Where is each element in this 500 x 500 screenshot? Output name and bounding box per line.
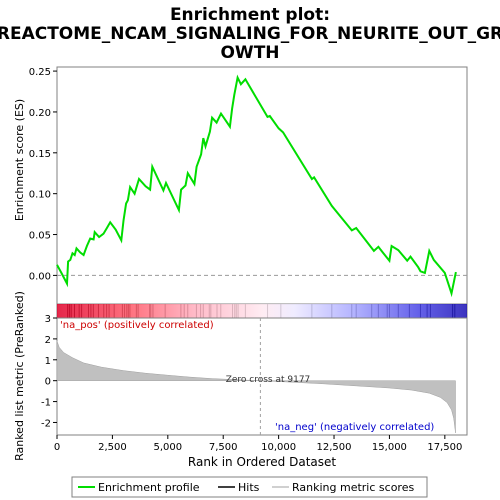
x-axis-label: Rank in Ordered Dataset [188,455,336,469]
metric-panel: -2 -1 0 1 2 3 Zero cross at 9177 'na_pos' (po… [13,291,468,461]
metric-y-axis: -2 -1 0 1 2 3 [41,314,57,429]
title-line-3: OWTH [220,43,279,63]
metric-y-tick-label: -1 [41,398,51,409]
x-tick-label: 5,000 [153,442,182,453]
x-tick-label: 12,500 [317,442,352,453]
x-tick-label: 0 [54,442,60,453]
zero-cross-label: Zero cross at 9177 [226,375,311,385]
metric-y-tick-label: -2 [41,418,51,429]
x-tick-label: 17,500 [427,442,462,453]
es-y-axis: 0.00 0.05 0.10 0.15 0.20 0.25 [29,67,57,282]
es-y-tick-label: 0.15 [29,149,51,160]
pos-correlated-label: 'na_pos' (positively correlated) [60,320,214,331]
x-tick-label: 7,500 [209,442,238,453]
es-y-axis-label: Enrichment score (ES) [13,99,26,221]
title-line-2: REACTOME_NCAM_SIGNALING_FOR_NEURITE_OUT_… [0,24,500,44]
chart-title: Enrichment plot: REACTOME_NCAM_SIGNALING… [0,5,500,63]
enrichment-profile-line [56,74,457,298]
es-y-tick-label: 0.25 [29,67,51,78]
x-tick-label: 15,000 [372,442,407,453]
legend: Enrichment profile Hits Ranking metric s… [71,476,428,498]
heat-strip [57,304,467,318]
legend-ranking-label: Ranking metric scores [292,481,414,494]
es-y-tick-label: 0.20 [29,108,51,119]
x-tick-label: 10,000 [261,442,296,453]
x-axis: 0 2,500 5,000 7,500 10,000 12,500 15,000 17,500 [54,435,462,453]
metric-y-tick-label: 3 [45,314,51,325]
es-panel-frame [56,66,468,305]
ranking-color-strip [57,304,467,318]
es-y-tick-label: 0.00 [29,271,51,282]
legend-enrichment-label: Enrichment profile [98,481,200,494]
metric-y-tick-label: 0 [45,377,51,388]
metric-y-axis-label: Ranked list metric (PreRanked) [13,291,26,461]
es-y-tick-label: 0.10 [29,190,51,201]
title-line-1: Enrichment plot: [170,5,330,25]
legend-hits-label: Hits [238,481,260,494]
metric-y-tick-label: 2 [45,335,51,346]
neg-correlated-label: 'na_neg' (negatively correlated) [275,422,434,433]
x-tick-label: 2,500 [98,442,127,453]
legend-frame [71,476,428,498]
es-panel: 0.00 0.05 0.10 0.15 0.20 0.25 Enrichment scor… [13,66,468,305]
metric-y-tick-label: 1 [45,356,51,367]
es-y-tick-label: 0.05 [29,231,51,242]
